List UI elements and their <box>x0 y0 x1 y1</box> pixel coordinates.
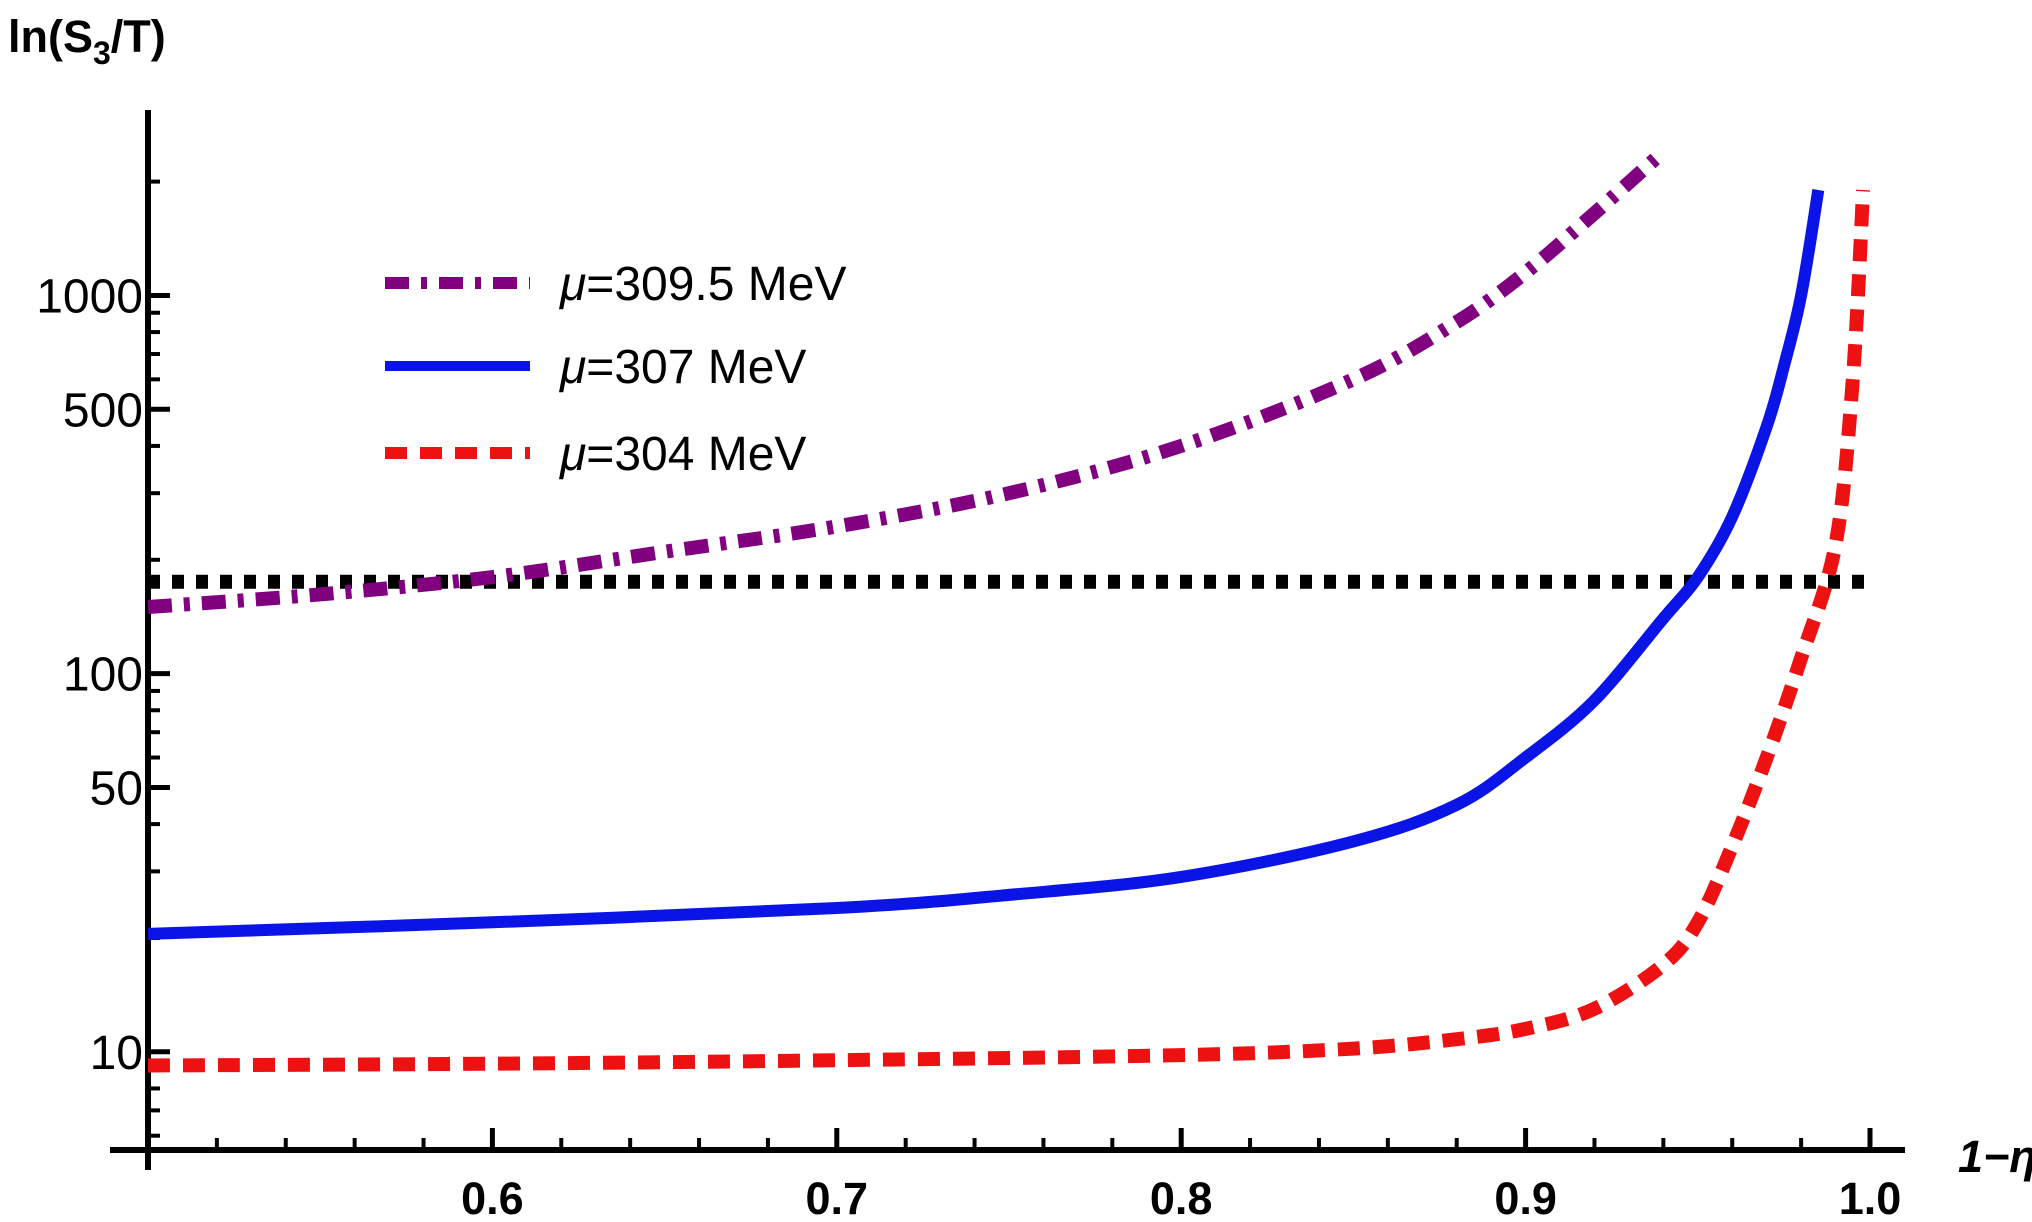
y-axis-label-main: ln(S <box>8 11 93 62</box>
legend-symbol: μ <box>558 428 586 481</box>
y-axis-label: ln(S3/T) <box>8 11 166 71</box>
axes <box>110 110 1905 1170</box>
legend-symbol: μ <box>558 258 586 311</box>
x-tick-label: 0.7 <box>806 1173 869 1222</box>
x-tick-label: 0.6 <box>461 1173 524 1222</box>
series-line-0 <box>147 146 1669 614</box>
series-line-1 <box>147 189 1825 940</box>
legend-text: =304 MeV <box>586 428 806 481</box>
series-group <box>147 146 1871 1073</box>
y-tick-label: 500 <box>63 384 143 437</box>
x-tick-label: 1.0 <box>1839 1173 1902 1222</box>
legend-label-1: μ=307 MeV <box>558 341 806 394</box>
y-axis-label-tail: /T) <box>111 11 166 62</box>
legend-text: =309.5 MeV <box>586 258 846 311</box>
x-tick-label: 0.8 <box>1150 1173 1213 1222</box>
y-axis-label-subscript: 3 <box>93 35 111 71</box>
y-tick-label: 10 <box>90 1027 143 1080</box>
legend-label-2: μ=304 MeV <box>558 428 806 481</box>
legend-symbol: μ <box>558 341 586 394</box>
y-tick-label: 100 <box>63 649 143 702</box>
x-axis-label: 1−η <box>1958 1131 2032 1182</box>
y-tick-label: 50 <box>90 762 143 815</box>
legend-text: =307 MeV <box>586 341 806 394</box>
y-tick-label: 1000 <box>36 270 143 323</box>
series-line-2 <box>147 189 1871 1073</box>
tick-marks: 0.6 0.7 0.8 0.9 1.0 10 50 100 500 1000 <box>36 179 1902 1222</box>
x-tick-label: 0.9 <box>1494 1173 1557 1222</box>
legend-label-0: μ=309.5 MeV <box>558 258 846 311</box>
